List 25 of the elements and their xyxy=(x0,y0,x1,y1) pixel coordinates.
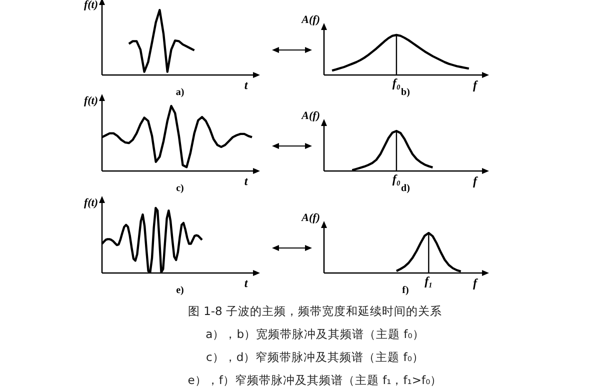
text: b) xyxy=(401,87,410,98)
text: f₀ xyxy=(392,76,401,90)
text: e），f）窄频带脉冲及其频谱（主题 f₁，f₁>f₀） xyxy=(188,373,442,387)
text: d) xyxy=(401,183,410,194)
text: c) xyxy=(176,183,184,194)
text: c），d）窄频带脉冲及其频谱（主题 f₀） xyxy=(206,350,424,364)
y-axis-title: A(f) xyxy=(300,212,320,224)
x-axis-title: f xyxy=(473,78,478,92)
y-axis-title: A(f) xyxy=(300,14,320,26)
text: f₀ xyxy=(392,172,401,186)
x-axis-title: f xyxy=(473,276,478,290)
y-axis-title: f(t) xyxy=(84,95,98,107)
x-axis-title: t xyxy=(244,276,248,290)
text: e) xyxy=(176,285,184,296)
text: a），b）宽频带脉冲及其频谱（主题 f₀） xyxy=(206,327,424,341)
text: a) xyxy=(176,87,184,98)
x-axis-title: f xyxy=(473,174,478,188)
text: f₁ xyxy=(424,274,433,288)
text: 图 1-8 子波的主频，频带宽度和延续时间的关系 xyxy=(188,304,442,318)
y-axis-title: A(f) xyxy=(300,110,320,122)
text: f) xyxy=(402,285,409,296)
y-axis-title: f(t) xyxy=(84,197,98,209)
x-axis-title: t xyxy=(244,78,248,92)
x-axis-title: t xyxy=(244,174,248,188)
y-axis-title: f(t) xyxy=(84,0,98,11)
